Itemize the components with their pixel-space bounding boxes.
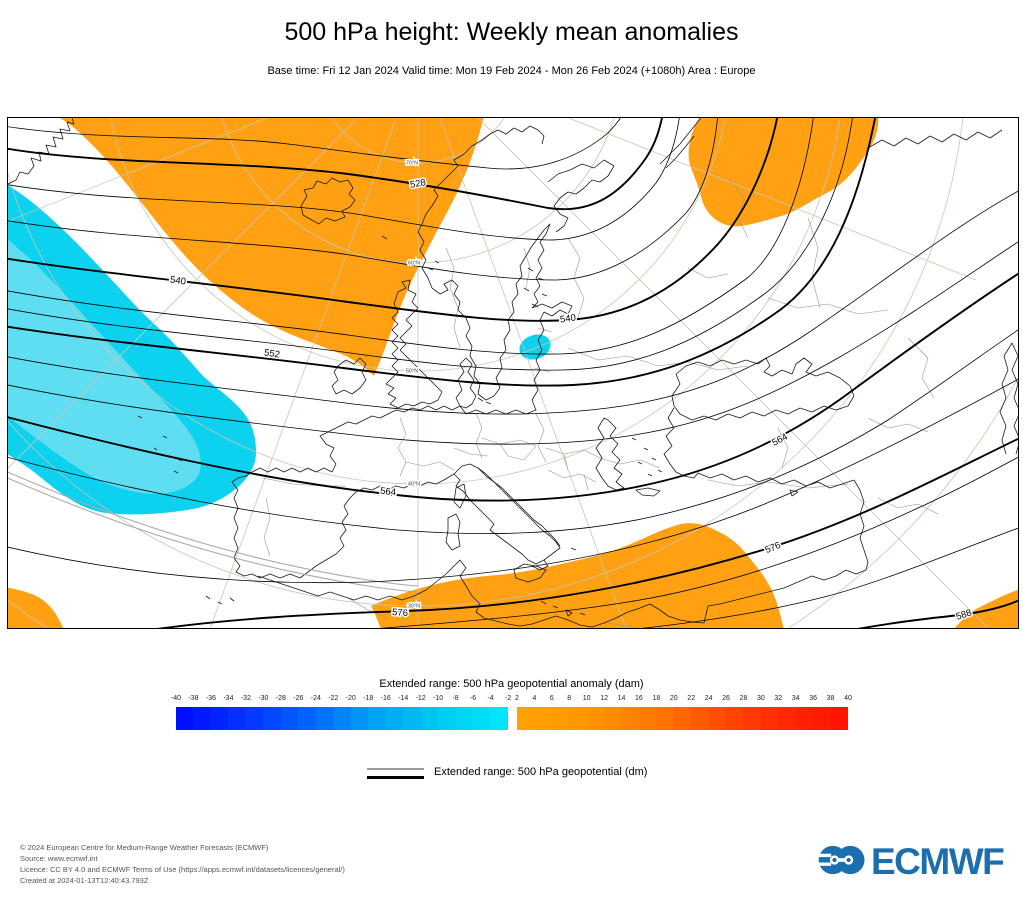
colorbar-tick: 30 [756, 695, 765, 702]
svg-text:552: 552 [263, 347, 280, 360]
svg-text:528: 528 [409, 177, 427, 191]
svg-text:564: 564 [380, 486, 397, 499]
colorbar-tick: 34 [791, 695, 800, 702]
colorbar-tick: -4 [487, 695, 494, 702]
colorbar-tick: -32 [240, 695, 251, 702]
footer-source: Source: www.ecmwf.int [20, 854, 98, 863]
colorbar-tick: 10 [582, 695, 591, 702]
colorbar-tick: 38 [826, 695, 835, 702]
colorbar-tick: -36 [205, 695, 216, 702]
svg-text:40°N: 40°N [408, 481, 420, 487]
colorbar-tick: -6 [469, 695, 477, 702]
colorbar-tick: -24 [310, 695, 321, 702]
colorbar-tick: 16 [635, 695, 643, 702]
line-legend-label: Extended range: 500 hPa geopotential (dm… [434, 766, 648, 778]
colorbar-tick: 24 [704, 695, 713, 702]
colorbar-tick: 26 [722, 695, 730, 702]
colorbar-tick: 4 [532, 695, 537, 702]
colorbar-tick: -22 [328, 695, 339, 702]
colorbar-tick: -16 [380, 695, 391, 702]
graticule-lines [8, 118, 1018, 628]
ecmwf-logo: ECMWF [817, 841, 1017, 882]
colorbar-positive [517, 707, 849, 730]
colorbar-tick: 20 [669, 695, 678, 702]
colorbar-tick: 18 [652, 695, 661, 702]
colorbar-tick: -18 [363, 695, 374, 702]
colorbar-tick: 22 [687, 695, 696, 702]
colorbar-tick: -10 [433, 695, 444, 702]
geopotential-contours-thin [8, 118, 1018, 628]
page-title: 500 hPa height: Weekly mean anomalies [284, 18, 739, 46]
colorbar-tick: 12 [600, 695, 608, 702]
footer-credits: © 2024 European Centre for Medium-Range … [20, 842, 345, 886]
contour-line-symbol [367, 768, 424, 779]
colorbar-tick: -2 [504, 695, 512, 702]
colorbar-tick: -30 [258, 695, 269, 702]
colorbar-negative [176, 707, 508, 730]
line-legend: Extended range: 500 hPa geopotential (dm… [0, 758, 1023, 788]
colorbar-tick: -28 [275, 695, 286, 702]
svg-text:50°N: 50°N [406, 368, 418, 374]
svg-text:576: 576 [764, 540, 783, 556]
svg-text:60°N: 60°N [408, 260, 420, 266]
country-borders [262, 177, 939, 628]
svg-text:70°N: 70°N [406, 160, 418, 166]
colorbar-tick: -8 [452, 695, 459, 702]
footer-licence: Licence: CC BY 4.0 and ECMWF Terms of Us… [20, 865, 345, 874]
svg-text:540: 540 [559, 312, 576, 325]
page-subtitle: Base time: Fri 12 Jan 2024 Valid time: M… [267, 65, 756, 77]
colorbar-tick: 40 [844, 695, 852, 702]
map-canvas: 52854054055256456457657658870°N60°N50°N4… [8, 118, 1018, 628]
colorbar-tick: -26 [293, 695, 304, 702]
svg-text:576: 576 [392, 607, 409, 619]
colorbar-tick: 32 [774, 695, 783, 702]
geopotential-contours-thick [8, 118, 1018, 628]
colorbar-tick: 14 [617, 695, 626, 702]
colorbar-tick: 28 [739, 695, 748, 702]
colorbar-tick: -40 [170, 695, 182, 702]
footer-created: Created at 2024-01-13T12:40:43.793Z [20, 876, 149, 885]
colorbar-tick: -20 [345, 695, 356, 702]
ecmwf-logo-icon [817, 845, 865, 875]
colorbar-tick: 6 [549, 695, 554, 702]
svg-text:30°N: 30°N [408, 603, 420, 609]
weather-map: 528 540 540 552 564 564 576 576 588 70°N 60°N 50°N 4… [7, 117, 1019, 629]
colorbar-tick: -12 [415, 695, 426, 702]
colorbar-tick: 36 [809, 695, 818, 702]
svg-text:540: 540 [169, 274, 186, 287]
footer-copyright: © 2024 European Centre for Medium-Range … [20, 843, 269, 852]
positive-anomaly-regions [8, 118, 1018, 628]
colorbar-tick: -14 [398, 695, 409, 702]
ecmwf-logo-text: ECMWF [871, 841, 1005, 882]
colorbar-tick: 2 [515, 695, 519, 702]
colorbar-tick: 8 [567, 695, 572, 702]
colorbar-tick: -38 [188, 695, 199, 702]
colorbar-tick: -34 [223, 695, 234, 702]
coastlines [8, 118, 1018, 628]
colorbar-title: Extended range: 500 hPa geopotential ano… [379, 678, 644, 690]
climatology-contour [8, 471, 419, 593]
